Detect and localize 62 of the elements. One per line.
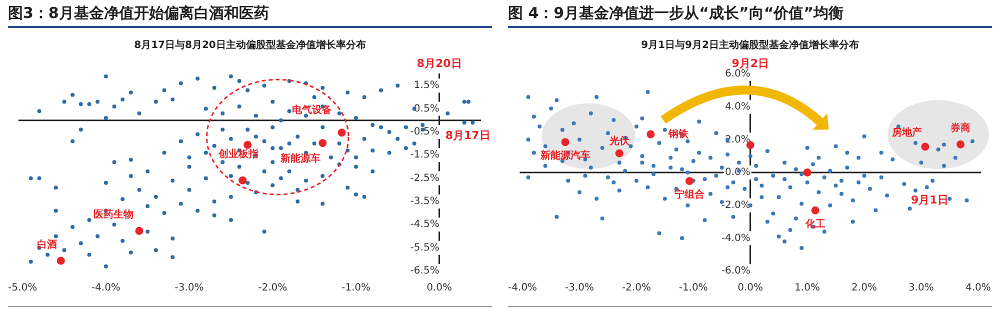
y-tick-label: -6.0% <box>721 266 750 277</box>
x-axis-title: 8月17日 <box>445 129 490 142</box>
annotation: 新能源车 <box>280 152 321 165</box>
y-tick-label: 1.5% <box>414 80 440 92</box>
point <box>921 142 930 151</box>
y-tick-label: -2.0% <box>721 200 750 211</box>
point <box>803 168 812 176</box>
x-tick-label: 0.0% <box>738 282 764 294</box>
x-axis-title: 9月1日 <box>911 193 948 206</box>
annotation: 白酒 <box>36 238 57 250</box>
x-tick-label: -3.0% <box>564 282 594 294</box>
annotation: 新能源汽车 <box>539 150 590 162</box>
chart-title: 图3：8月基金净值开始偏离白酒和医药 <box>8 4 492 28</box>
annotation: 光伏 <box>608 134 630 147</box>
x-tick-label: -1.0% <box>341 282 370 294</box>
x-tick-label: -5.0% <box>8 282 38 294</box>
x-tick-label: 3.0% <box>908 282 934 294</box>
y-tick-label: -2.5% <box>410 172 440 184</box>
point <box>561 138 570 146</box>
annotation: 钢铁 <box>668 128 690 140</box>
point <box>135 226 144 235</box>
y-axis-title: 8月20日 <box>416 56 462 70</box>
point <box>318 139 327 148</box>
y-tick-label: -4.0% <box>721 232 750 244</box>
x-tick-label: 2.0% <box>852 282 877 294</box>
x-tick-label: -4.0% <box>508 282 538 294</box>
annotation: 券商 <box>950 122 970 134</box>
point <box>956 140 964 148</box>
y-tick-label: -0.5% <box>410 126 440 138</box>
x-tick-label: 4.0% <box>965 282 991 294</box>
x-tick-label: -1.0% <box>678 282 708 294</box>
x-tick-label: -4.0% <box>91 282 120 294</box>
point <box>238 176 247 184</box>
point <box>56 256 65 265</box>
chart-title: 图 4：9月基金净值进一步从“成长”向“价值”均衡 <box>508 4 992 28</box>
y-tick-label: -1.5% <box>410 150 440 161</box>
annotation: 化工 <box>804 218 826 230</box>
chart-subtitle: 8月17日与8月20日主动偏股型基金净值增长率分布 <box>133 38 367 52</box>
point <box>646 130 655 138</box>
point <box>338 128 346 137</box>
point <box>685 177 694 186</box>
annotation: 电气设备 <box>292 104 333 116</box>
y-axis-title: 9月2日 <box>732 56 770 70</box>
y-tick-label: -5.5% <box>410 242 440 254</box>
y-tick-label: 4.0% <box>724 101 750 112</box>
annotation: 医药生物 <box>93 208 134 220</box>
annotation: 宁组合 <box>674 188 706 201</box>
y-tick-label: 6.0% <box>724 68 750 80</box>
y-tick-label: -3.5% <box>410 196 440 208</box>
chart-subtitle: 9月1日与9月2日主动偏股型基金净值增长率分布 <box>640 38 860 52</box>
point <box>811 206 820 214</box>
annotation: 房地产 <box>891 126 922 138</box>
annotation: 创业板指 <box>218 148 259 160</box>
y-tick-label: -6.5% <box>410 266 440 277</box>
x-tick-label: 1.0% <box>794 282 820 294</box>
y-tick-label: -4.5% <box>410 219 440 230</box>
x-tick-label: 0.0% <box>426 282 452 294</box>
x-tick-label: -2.0% <box>622 282 651 294</box>
x-tick-label: -2.0% <box>258 282 288 294</box>
point <box>244 140 252 149</box>
x-tick-label: -3.0% <box>174 282 204 294</box>
point <box>615 149 624 158</box>
